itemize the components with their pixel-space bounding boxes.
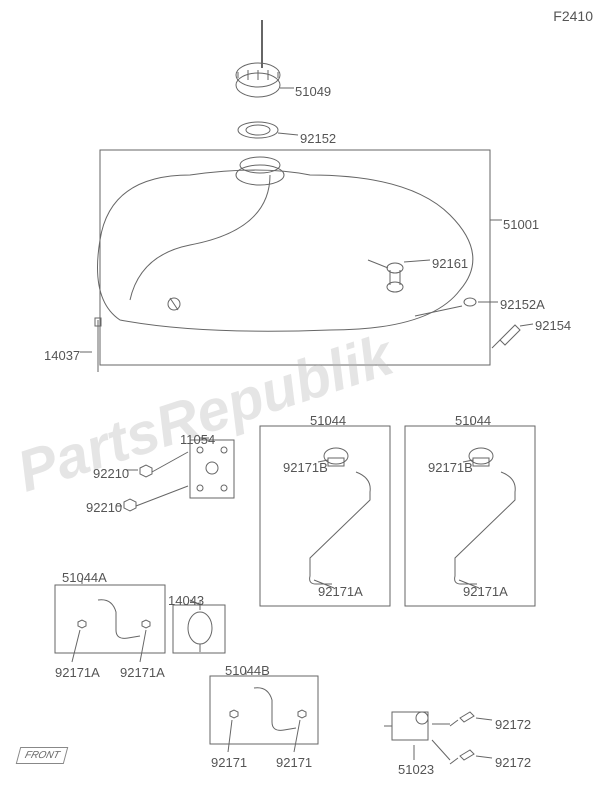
part-label: 92172 — [495, 717, 531, 732]
part-label: 92171B — [428, 460, 473, 475]
part-label: 14037 — [44, 348, 80, 363]
part-label: 51044A — [62, 570, 107, 585]
part-label: 92171A — [318, 584, 363, 599]
part-label: 92152A — [500, 297, 545, 312]
part-label: 92152 — [300, 131, 336, 146]
part-label: 11054 — [180, 432, 215, 447]
part-label: 92172 — [495, 755, 531, 770]
part-label: 51049 — [295, 84, 331, 99]
part-label: 51044 — [310, 413, 346, 428]
diagram-svg — [0, 0, 607, 800]
diagram-id: F2410 — [553, 8, 593, 24]
part-label: 92210 — [86, 500, 122, 515]
part-label: 92171 — [276, 755, 312, 770]
part-label: 14043 — [168, 593, 204, 608]
part-label: 92171 — [211, 755, 247, 770]
part-label: 92154 — [535, 318, 571, 333]
part-label: 92171A — [463, 584, 508, 599]
part-label: 92171B — [283, 460, 328, 475]
part-label: 92171A — [55, 665, 100, 680]
part-label: 51044 — [455, 413, 491, 428]
part-label: 51044B — [225, 663, 270, 678]
part-label: 51001 — [503, 217, 539, 232]
part-label: 51023 — [398, 762, 434, 777]
part-label: 92210 — [93, 466, 129, 481]
part-label: 92161 — [432, 256, 468, 271]
part-label: 92171A — [120, 665, 165, 680]
front-badge: FRONT — [16, 747, 69, 764]
